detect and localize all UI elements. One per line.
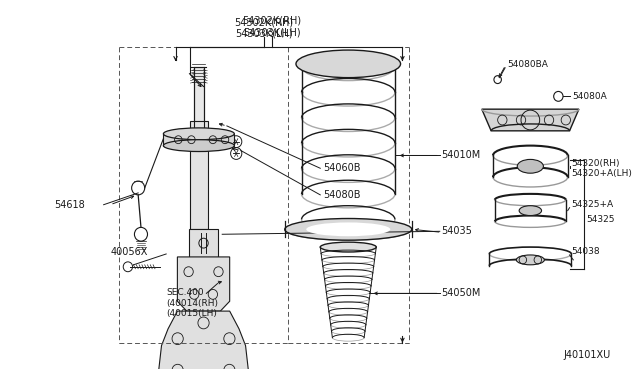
Polygon shape: [159, 311, 248, 372]
Text: 54618: 54618: [54, 200, 85, 210]
Text: 54080BA: 54080BA: [507, 60, 548, 69]
Text: 54010M: 54010M: [442, 150, 481, 160]
Text: 54320+A(LH): 54320+A(LH): [572, 169, 632, 178]
Text: (40014(RH): (40014(RH): [166, 299, 218, 308]
Text: 54302K(RH): 54302K(RH): [242, 16, 301, 26]
Text: 54303K(LH): 54303K(LH): [236, 28, 293, 38]
Bar: [189, 230, 218, 257]
Text: 54038: 54038: [572, 247, 600, 257]
Ellipse shape: [516, 255, 545, 265]
Text: 54325+A: 54325+A: [572, 200, 614, 209]
Polygon shape: [177, 257, 230, 311]
Ellipse shape: [307, 222, 390, 236]
Text: (40015(LH): (40015(LH): [166, 308, 217, 318]
Text: 54080B: 54080B: [323, 190, 360, 200]
Text: 54035: 54035: [442, 226, 472, 236]
Bar: [163, 134, 234, 145]
Ellipse shape: [163, 140, 234, 151]
Bar: [189, 121, 208, 230]
Ellipse shape: [517, 160, 543, 173]
Polygon shape: [482, 109, 579, 131]
Ellipse shape: [163, 128, 234, 140]
Text: 54325: 54325: [586, 215, 615, 224]
Ellipse shape: [296, 50, 401, 78]
Bar: [194, 67, 204, 133]
Text: 54060B: 54060B: [323, 163, 360, 173]
Text: 54303K(LH): 54303K(LH): [243, 27, 301, 37]
Text: 54050M: 54050M: [442, 288, 481, 298]
Text: 40056X: 40056X: [110, 247, 148, 257]
Ellipse shape: [320, 242, 376, 252]
Text: J40101XU: J40101XU: [563, 350, 611, 360]
Text: 54080A: 54080A: [572, 92, 607, 101]
Text: 54302K(RH): 54302K(RH): [235, 17, 294, 28]
Text: SEC.400: SEC.400: [166, 288, 204, 297]
Ellipse shape: [285, 218, 412, 240]
Text: 54320(RH): 54320(RH): [572, 159, 620, 168]
Ellipse shape: [519, 206, 541, 215]
